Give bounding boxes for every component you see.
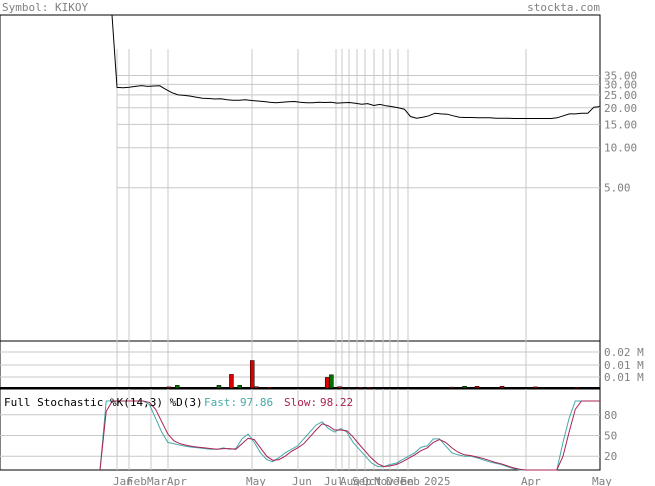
x-tick-label: Feb (400, 475, 420, 486)
volume-bar (358, 387, 363, 389)
volume-tick-label: 0.01 M (604, 371, 644, 384)
x-tick-label: Dec (386, 475, 406, 486)
x-tick-label: Oct (362, 475, 382, 486)
x-tick-label: Jun (292, 475, 312, 486)
volume-bar (266, 387, 272, 389)
x-tick-label: Nov (374, 475, 394, 486)
volume-tick-label: 0.02 M (604, 346, 644, 359)
volume-bar (366, 387, 372, 389)
volume-bar (337, 386, 342, 389)
volume-bar (474, 385, 480, 389)
x-tick-label: Jan (113, 475, 133, 486)
price-tick-label: 10.00 (604, 142, 637, 155)
x-tick-label: Jul (324, 475, 344, 486)
slow-label: Slow: (284, 396, 317, 409)
volume-bar (499, 385, 505, 389)
x-tick-label: Mar (147, 475, 167, 486)
x-tick-label: Sep (352, 475, 372, 486)
volume-bar (462, 385, 467, 389)
x-tick-label: Apr (167, 475, 187, 486)
stochastic-tick-label: 80 (604, 409, 617, 422)
x-tick-label: 2025 (424, 475, 451, 486)
volume-bar (216, 385, 222, 389)
volume-bar (449, 386, 455, 389)
volume-tick-label: 0.01 M (604, 359, 644, 372)
slow-value: 98.22 (320, 396, 353, 409)
volume-bar (237, 385, 242, 389)
stochastic-slow-line (99, 400, 600, 471)
volume-layer (0, 360, 600, 389)
price-line (111, 14, 601, 119)
price-tick-label: 5.00 (604, 182, 631, 195)
price-layer (111, 14, 601, 119)
price-panel-frame (0, 14, 601, 342)
volume-bar (324, 377, 330, 389)
price-tick-label: 20.00 (604, 102, 637, 115)
x-tick-label: Aug (340, 475, 360, 486)
fast-label: Fast: (204, 396, 237, 409)
stochastic-layer (99, 400, 600, 471)
stochastic-fast-line (99, 400, 600, 471)
x-tick-label: May (246, 475, 266, 486)
price-tick-label: 25.00 (604, 89, 637, 102)
volume-bar (574, 387, 580, 389)
price-tick-label: 30.00 (604, 78, 637, 91)
x-tick-label: May (592, 475, 612, 486)
x-tick-label: Apr (521, 475, 541, 486)
volume-bar (329, 374, 334, 389)
volume-bar (229, 374, 234, 389)
stochastic-tick-label: 20 (604, 450, 617, 463)
fast-value: 97.86 (240, 396, 273, 409)
symbol-label: Symbol: KIKOY (2, 1, 88, 14)
volume-bar (533, 386, 538, 389)
grid-layer (0, 49, 600, 470)
x-tick-label: Jan (394, 475, 414, 486)
volume-bar (249, 360, 255, 389)
stochastic-title: Full Stochastic %K(14,3) %D(3) (4, 396, 203, 409)
price-tick-label: 35.00 (604, 70, 637, 83)
volume-bar (166, 386, 172, 389)
brand-label: stockta.com (527, 1, 600, 14)
stochastic-tick-label: 50 (604, 430, 617, 443)
volume-bar (254, 386, 259, 389)
volume-bar (175, 385, 180, 389)
x-tick-label: Feb (127, 475, 147, 486)
price-tick-label: 15.00 (604, 118, 637, 131)
